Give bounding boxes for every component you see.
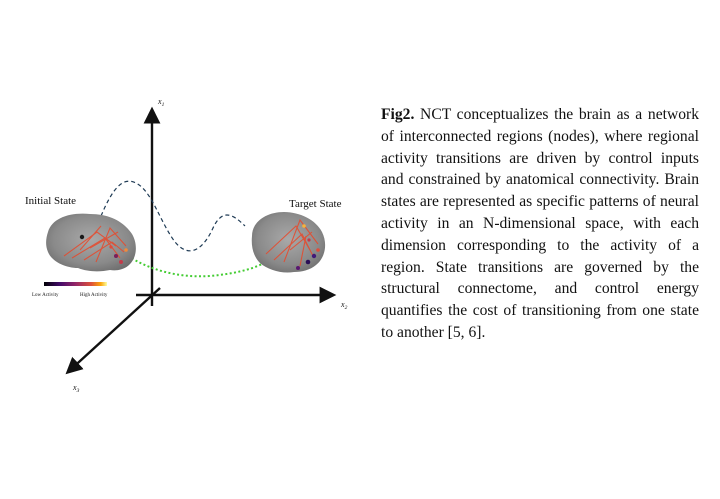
target-node — [311, 253, 317, 259]
initial-state-brain — [46, 213, 136, 272]
initial-node-dark — [79, 234, 85, 240]
target-node — [307, 238, 311, 242]
target-state-brain — [251, 212, 326, 273]
target-node — [316, 248, 320, 252]
colorbar-high-label: High Activity — [80, 293, 108, 298]
target-state-label: Target State — [289, 198, 342, 210]
caption-text: NCT conceptualizes the brain as a networ… — [381, 106, 699, 341]
initial-brain-shape — [46, 213, 136, 272]
initial-node — [119, 260, 123, 264]
dotted-trajectory — [127, 255, 263, 278]
nct-figure: x1 x2 x3 — [25, 97, 348, 394]
x3-axis — [65, 287, 161, 375]
target-brain-shape — [251, 212, 326, 273]
dashed-trajectory — [100, 180, 246, 252]
x2-axis-label: x2 — [340, 300, 348, 311]
initial-node — [109, 245, 113, 249]
axes: x1 x2 x3 — [65, 97, 348, 394]
initial-brain-edges — [63, 225, 127, 263]
x3-axis-label: x3 — [72, 383, 80, 394]
colorbar-gradient — [44, 282, 107, 286]
activity-colorbar: Low Activity High Activity — [32, 282, 108, 298]
initial-node — [114, 254, 118, 258]
caption-label: Fig2. — [381, 106, 415, 123]
initial-state-label: Initial State — [25, 195, 76, 207]
figure-caption: Fig2. NCT conceptualizes the brain as a … — [381, 104, 699, 344]
initial-node — [124, 248, 128, 252]
target-node — [302, 224, 306, 228]
colorbar-low-label: Low Activity — [32, 293, 59, 298]
x1-axis-label: x1 — [157, 97, 165, 108]
target-node — [296, 266, 300, 270]
target-node — [305, 259, 311, 265]
target-brain-edges — [265, 218, 319, 267]
